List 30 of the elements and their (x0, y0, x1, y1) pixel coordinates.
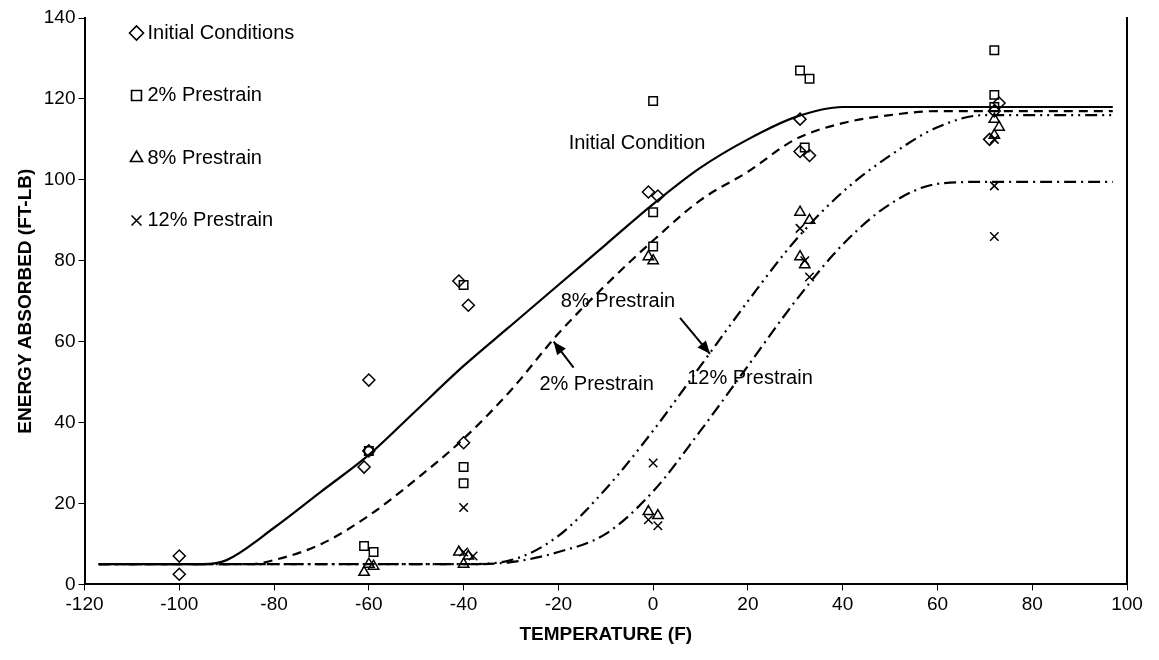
x-tick-label: -120 (65, 593, 104, 615)
annotation: 12% Prestrain (687, 365, 813, 388)
y-tick-label: 60 (54, 329, 76, 351)
y-tick-label: 40 (54, 410, 76, 432)
legend-label: 8% Prestrain (147, 145, 262, 168)
y-tick-label: 140 (43, 6, 76, 28)
legend-label: 2% Prestrain (147, 83, 262, 106)
x-tick-label: 0 (647, 593, 659, 615)
x-tick-label: 40 (832, 593, 854, 615)
y-axis-title: ENERGY ABSORBED (FT-LB) (13, 168, 35, 434)
x-tick-label: 100 (1111, 593, 1143, 615)
legend-label: Initial Conditions (147, 20, 295, 43)
annotation: Initial Condition (568, 130, 706, 153)
x-axis-title: TEMPERATURE (F) (519, 622, 693, 644)
x-tick-label: -60 (355, 593, 383, 615)
annotation: 2% Prestrain (539, 372, 654, 395)
legend-label: 12% Prestrain (147, 208, 274, 231)
y-tick-label: 80 (54, 248, 76, 270)
y-tick-label: 100 (43, 168, 76, 190)
x-tick-label: 20 (737, 593, 759, 615)
y-tick-label: 0 (64, 572, 76, 594)
x-tick-label: -40 (449, 593, 478, 615)
x-tick-label: -20 (544, 593, 573, 615)
x-tick-label: -100 (160, 593, 199, 615)
x-tick-label: 60 (926, 593, 949, 615)
y-tick-label: 20 (54, 491, 76, 513)
y-tick-label: 120 (43, 87, 76, 109)
x-tick-label: 80 (1021, 593, 1043, 615)
x-tick-label: -80 (260, 593, 288, 615)
annotation: 8% Prestrain (560, 289, 676, 312)
